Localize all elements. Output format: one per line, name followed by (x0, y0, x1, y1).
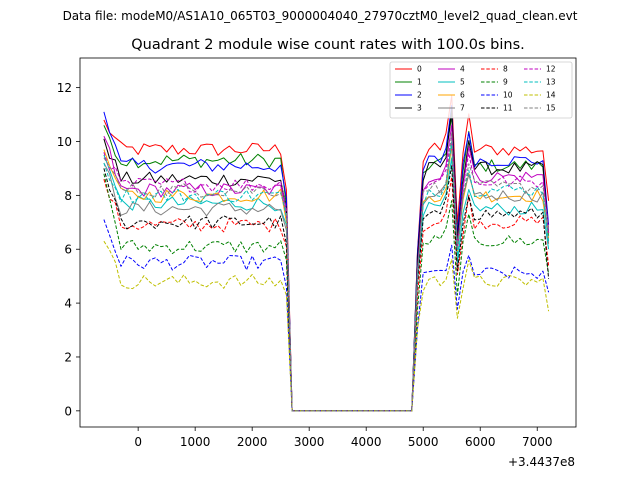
series-line-1 (103, 115, 550, 412)
legend-label-10: 10 (503, 91, 513, 100)
x-offset-label: +3.4437e8 (508, 455, 575, 469)
series-line-14 (103, 240, 550, 412)
series-lines (103, 95, 550, 412)
legend-label-8: 8 (503, 65, 508, 74)
series-line-3 (103, 109, 550, 412)
series-line-10 (103, 219, 550, 412)
y-tick-label: 6 (64, 243, 72, 257)
x-tick-label: 6000 (465, 435, 496, 449)
series-line-12 (103, 135, 550, 412)
legend-label-6: 6 (460, 91, 465, 100)
legend-label-15: 15 (546, 104, 556, 113)
y-tick-label: 2 (64, 350, 72, 364)
series-line-7 (103, 141, 550, 412)
y-tick-label: 0 (64, 404, 72, 418)
figure-suptitle: Data file: modeM0/AS1A10_065T03_90000040… (63, 9, 578, 23)
legend-label-5: 5 (460, 78, 465, 87)
series-line-0 (103, 95, 550, 412)
legend-label-12: 12 (546, 65, 556, 74)
y-tick-label: 4 (64, 297, 72, 311)
y-tick-label: 8 (64, 189, 72, 203)
series-line-6 (103, 144, 550, 412)
legend-label-9: 9 (503, 78, 508, 87)
legend-label-2: 2 (417, 91, 422, 100)
series-line-4 (103, 124, 550, 412)
legend-label-3: 3 (417, 104, 422, 113)
series-line-15 (103, 132, 550, 412)
chart-title: Quadrant 2 module wise count rates with … (131, 37, 525, 53)
x-tick-label: 0 (134, 435, 142, 449)
legend-label-14: 14 (546, 91, 556, 100)
series-line-2 (103, 105, 550, 412)
legend-label-11: 11 (503, 104, 513, 113)
x-axis: 0 1000 2000 3000 4000 5000 6000 7000 (134, 427, 553, 449)
series-line-13 (103, 141, 550, 412)
x-tick-label: 1000 (180, 435, 211, 449)
x-tick-label: 4000 (351, 435, 382, 449)
legend-label-1: 1 (417, 78, 422, 87)
x-tick-label: 3000 (294, 435, 325, 449)
y-axis: 0 2 4 6 8 10 12 (57, 81, 80, 418)
legend-label-7: 7 (460, 104, 465, 113)
legend-frame (389, 61, 573, 119)
legend-label-13: 13 (546, 78, 556, 87)
series-line-5 (103, 154, 550, 412)
y-tick-label: 10 (57, 135, 72, 149)
series-line-11 (103, 165, 550, 412)
x-tick-label: 2000 (237, 435, 268, 449)
plot-frame (79, 57, 577, 428)
x-tick-label: 5000 (408, 435, 439, 449)
series-line-8 (103, 176, 550, 412)
legend-label-0: 0 (417, 65, 422, 74)
legend-label-4: 4 (460, 65, 465, 74)
series-line-9 (103, 173, 550, 412)
y-tick-label: 12 (57, 81, 72, 95)
x-tick-label: 7000 (522, 435, 553, 449)
